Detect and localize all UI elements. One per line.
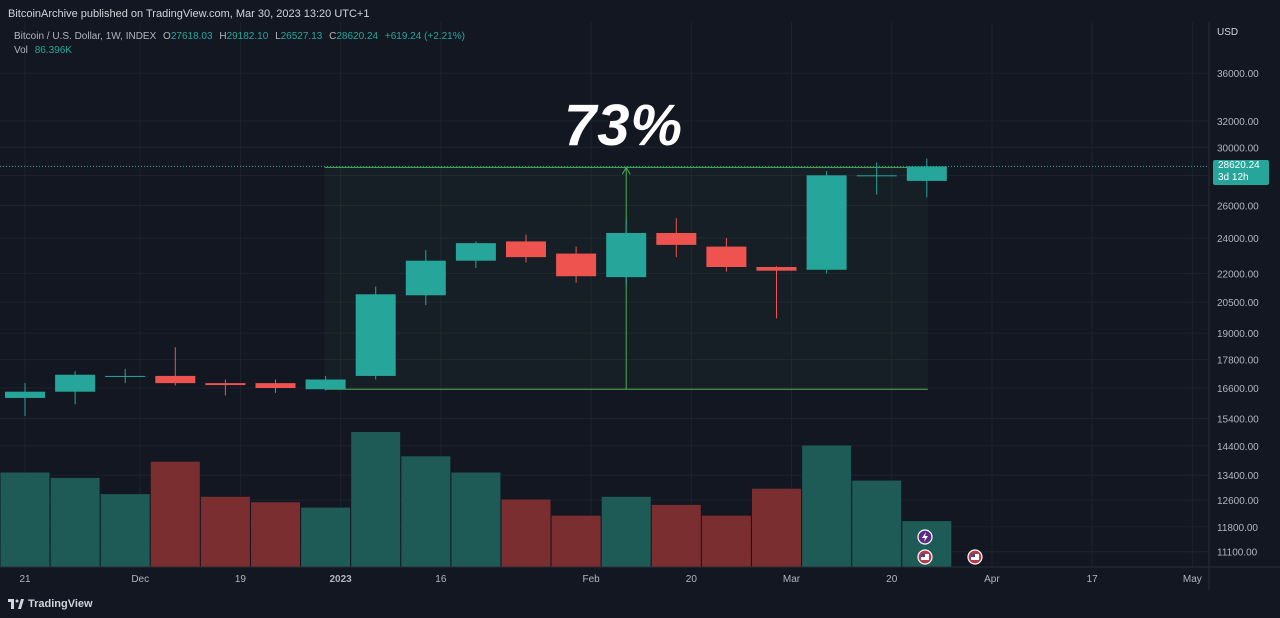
legend-vol-label: Vol bbox=[14, 45, 28, 56]
candle-body bbox=[205, 383, 246, 386]
volume-bar bbox=[501, 499, 551, 567]
legend-symbol: Bitcoin / U.S. Dollar, 1W, INDEX bbox=[14, 31, 157, 42]
legend-close-label: C bbox=[329, 31, 337, 42]
legend-high: 29182.10 bbox=[226, 31, 269, 42]
volume-bar bbox=[752, 488, 801, 567]
volume-bar bbox=[401, 456, 451, 567]
y-tick-label: 16600.00 bbox=[1217, 384, 1259, 395]
volume-bar bbox=[651, 504, 701, 567]
legend-open-label: O bbox=[163, 31, 171, 42]
price-axis-bg bbox=[1209, 22, 1280, 590]
legend-ohlc-row: Bitcoin / U.S. Dollar, 1W, INDEX O27618.… bbox=[14, 30, 465, 44]
volume-bar bbox=[200, 496, 250, 567]
range-arrow-head bbox=[621, 166, 631, 175]
last-price-countdown: 3d 12h bbox=[1218, 172, 1249, 183]
candle-body bbox=[5, 391, 45, 398]
y-tick-label: 24000.00 bbox=[1217, 234, 1259, 245]
y-tick-label: 17800.00 bbox=[1217, 356, 1259, 367]
candle-body bbox=[255, 383, 296, 388]
legend-close: 28620.24 bbox=[336, 31, 379, 42]
y-tick-label: 15400.00 bbox=[1217, 415, 1259, 426]
legend-low: 26527.13 bbox=[280, 31, 323, 42]
candle-body bbox=[806, 175, 847, 270]
legend-change: +619.24 (+2.21%) bbox=[384, 31, 465, 42]
y-tick-label: 20500.00 bbox=[1217, 298, 1259, 309]
x-tick-label: 16 bbox=[435, 574, 447, 585]
candle-body bbox=[756, 267, 797, 271]
volume-bar bbox=[551, 515, 601, 567]
x-tick-label: Apr bbox=[984, 574, 1000, 585]
volume-bar bbox=[251, 502, 300, 567]
volume-bar bbox=[100, 494, 150, 567]
x-tick-label: Feb bbox=[583, 574, 601, 585]
candle-body bbox=[305, 379, 346, 390]
x-tick-label: May bbox=[1183, 574, 1202, 585]
range-percent-label: 73% bbox=[564, 93, 684, 158]
candle-body bbox=[556, 253, 597, 277]
flag-canton bbox=[921, 554, 925, 557]
y-tick-label: 32000.00 bbox=[1217, 117, 1259, 128]
y-tick-label: 11100.00 bbox=[1217, 548, 1258, 559]
volume-bar bbox=[802, 445, 852, 567]
candle-body bbox=[155, 375, 196, 384]
candle-body bbox=[355, 294, 396, 376]
candlestick-chart[interactable]: 36000.0032000.0030000.0028000.0026000.00… bbox=[0, 22, 1280, 590]
y-tick-label: 12600.00 bbox=[1217, 496, 1259, 507]
publish-header: BitcoinArchive published on TradingView.… bbox=[0, 0, 1280, 28]
chart-legend: Bitcoin / U.S. Dollar, 1W, INDEX O27618.… bbox=[14, 30, 465, 58]
legend-vol: 86.396K bbox=[34, 45, 72, 56]
volume-bar bbox=[301, 507, 351, 567]
x-tick-label: 20 bbox=[686, 574, 698, 585]
candle-body bbox=[506, 241, 546, 258]
x-tick-label: 2023 bbox=[330, 574, 353, 585]
footer: TradingView bbox=[0, 590, 1280, 618]
x-tick-label: 17 bbox=[1087, 574, 1099, 585]
volume-bar bbox=[50, 477, 100, 567]
candle-body bbox=[405, 260, 446, 296]
candle-body bbox=[906, 166, 947, 181]
legend-low-label: L bbox=[275, 31, 281, 42]
legend-high-label: H bbox=[219, 31, 227, 42]
y-tick-label: 19000.00 bbox=[1217, 329, 1259, 340]
chart-area[interactable]: 36000.0032000.0030000.0028000.0026000.00… bbox=[0, 22, 1280, 590]
candle-body bbox=[455, 243, 496, 261]
y-tick-label: 26000.00 bbox=[1217, 201, 1259, 212]
volume-bar bbox=[852, 480, 902, 567]
last-price-value: 28620.24 bbox=[1218, 160, 1260, 171]
y-tick-label: 22000.00 bbox=[1217, 269, 1259, 280]
tradingview-brand: TradingView bbox=[28, 598, 93, 610]
legend-volume-row: Vol 86.396K bbox=[14, 44, 465, 58]
last-price-tag: 28620.24 3d 12h bbox=[1213, 160, 1269, 185]
y-tick-label: 11800.00 bbox=[1217, 523, 1258, 534]
volume-bar bbox=[150, 461, 200, 567]
y-tick-label: 30000.00 bbox=[1217, 143, 1259, 154]
candle-body bbox=[606, 232, 647, 278]
flag-canton bbox=[971, 554, 975, 557]
legend-open: 27618.03 bbox=[170, 31, 213, 42]
candle-body bbox=[706, 246, 747, 268]
publish-text: BitcoinArchive published on TradingView.… bbox=[8, 8, 370, 20]
candle-body bbox=[105, 375, 146, 377]
volume-bar bbox=[351, 432, 401, 567]
y-tick-label: 36000.00 bbox=[1217, 69, 1259, 80]
x-tick-label: 21 bbox=[19, 574, 31, 585]
x-tick-label: Dec bbox=[131, 574, 149, 585]
tradingview-logo-icon bbox=[8, 599, 24, 609]
volume-bar bbox=[451, 472, 501, 567]
y-tick-label: 13400.00 bbox=[1217, 471, 1259, 482]
candle-body bbox=[856, 175, 897, 177]
candle-body bbox=[55, 374, 96, 392]
x-tick-label: Mar bbox=[783, 574, 801, 585]
y-tick-label: 14400.00 bbox=[1217, 442, 1259, 453]
tradingview-logo[interactable]: TradingView bbox=[8, 598, 93, 610]
x-tick-label: 19 bbox=[235, 574, 247, 585]
lightning-glyph bbox=[922, 532, 928, 542]
volume-bar bbox=[701, 515, 751, 567]
volume-bar bbox=[601, 496, 651, 567]
volume-bar bbox=[0, 472, 50, 567]
candle-body bbox=[656, 232, 697, 245]
currency-label[interactable]: USD bbox=[1217, 27, 1239, 38]
x-tick-label: 20 bbox=[886, 574, 898, 585]
